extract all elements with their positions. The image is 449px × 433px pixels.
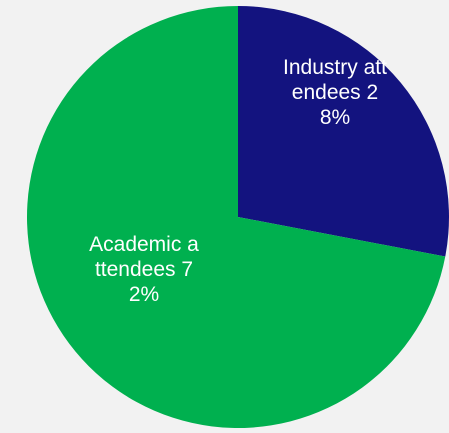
pie-slice bbox=[27, 6, 446, 428]
slice-label: Academic attendees 72% bbox=[88, 232, 200, 307]
pie-slice bbox=[238, 6, 449, 257]
category-label: Industry attendees bbox=[283, 56, 387, 104]
value-label: 72% bbox=[128, 258, 194, 306]
category-label: Academic attendees bbox=[89, 233, 199, 281]
value-label: 28% bbox=[319, 81, 379, 129]
slice-label: Industry attendees 28% bbox=[282, 55, 388, 130]
